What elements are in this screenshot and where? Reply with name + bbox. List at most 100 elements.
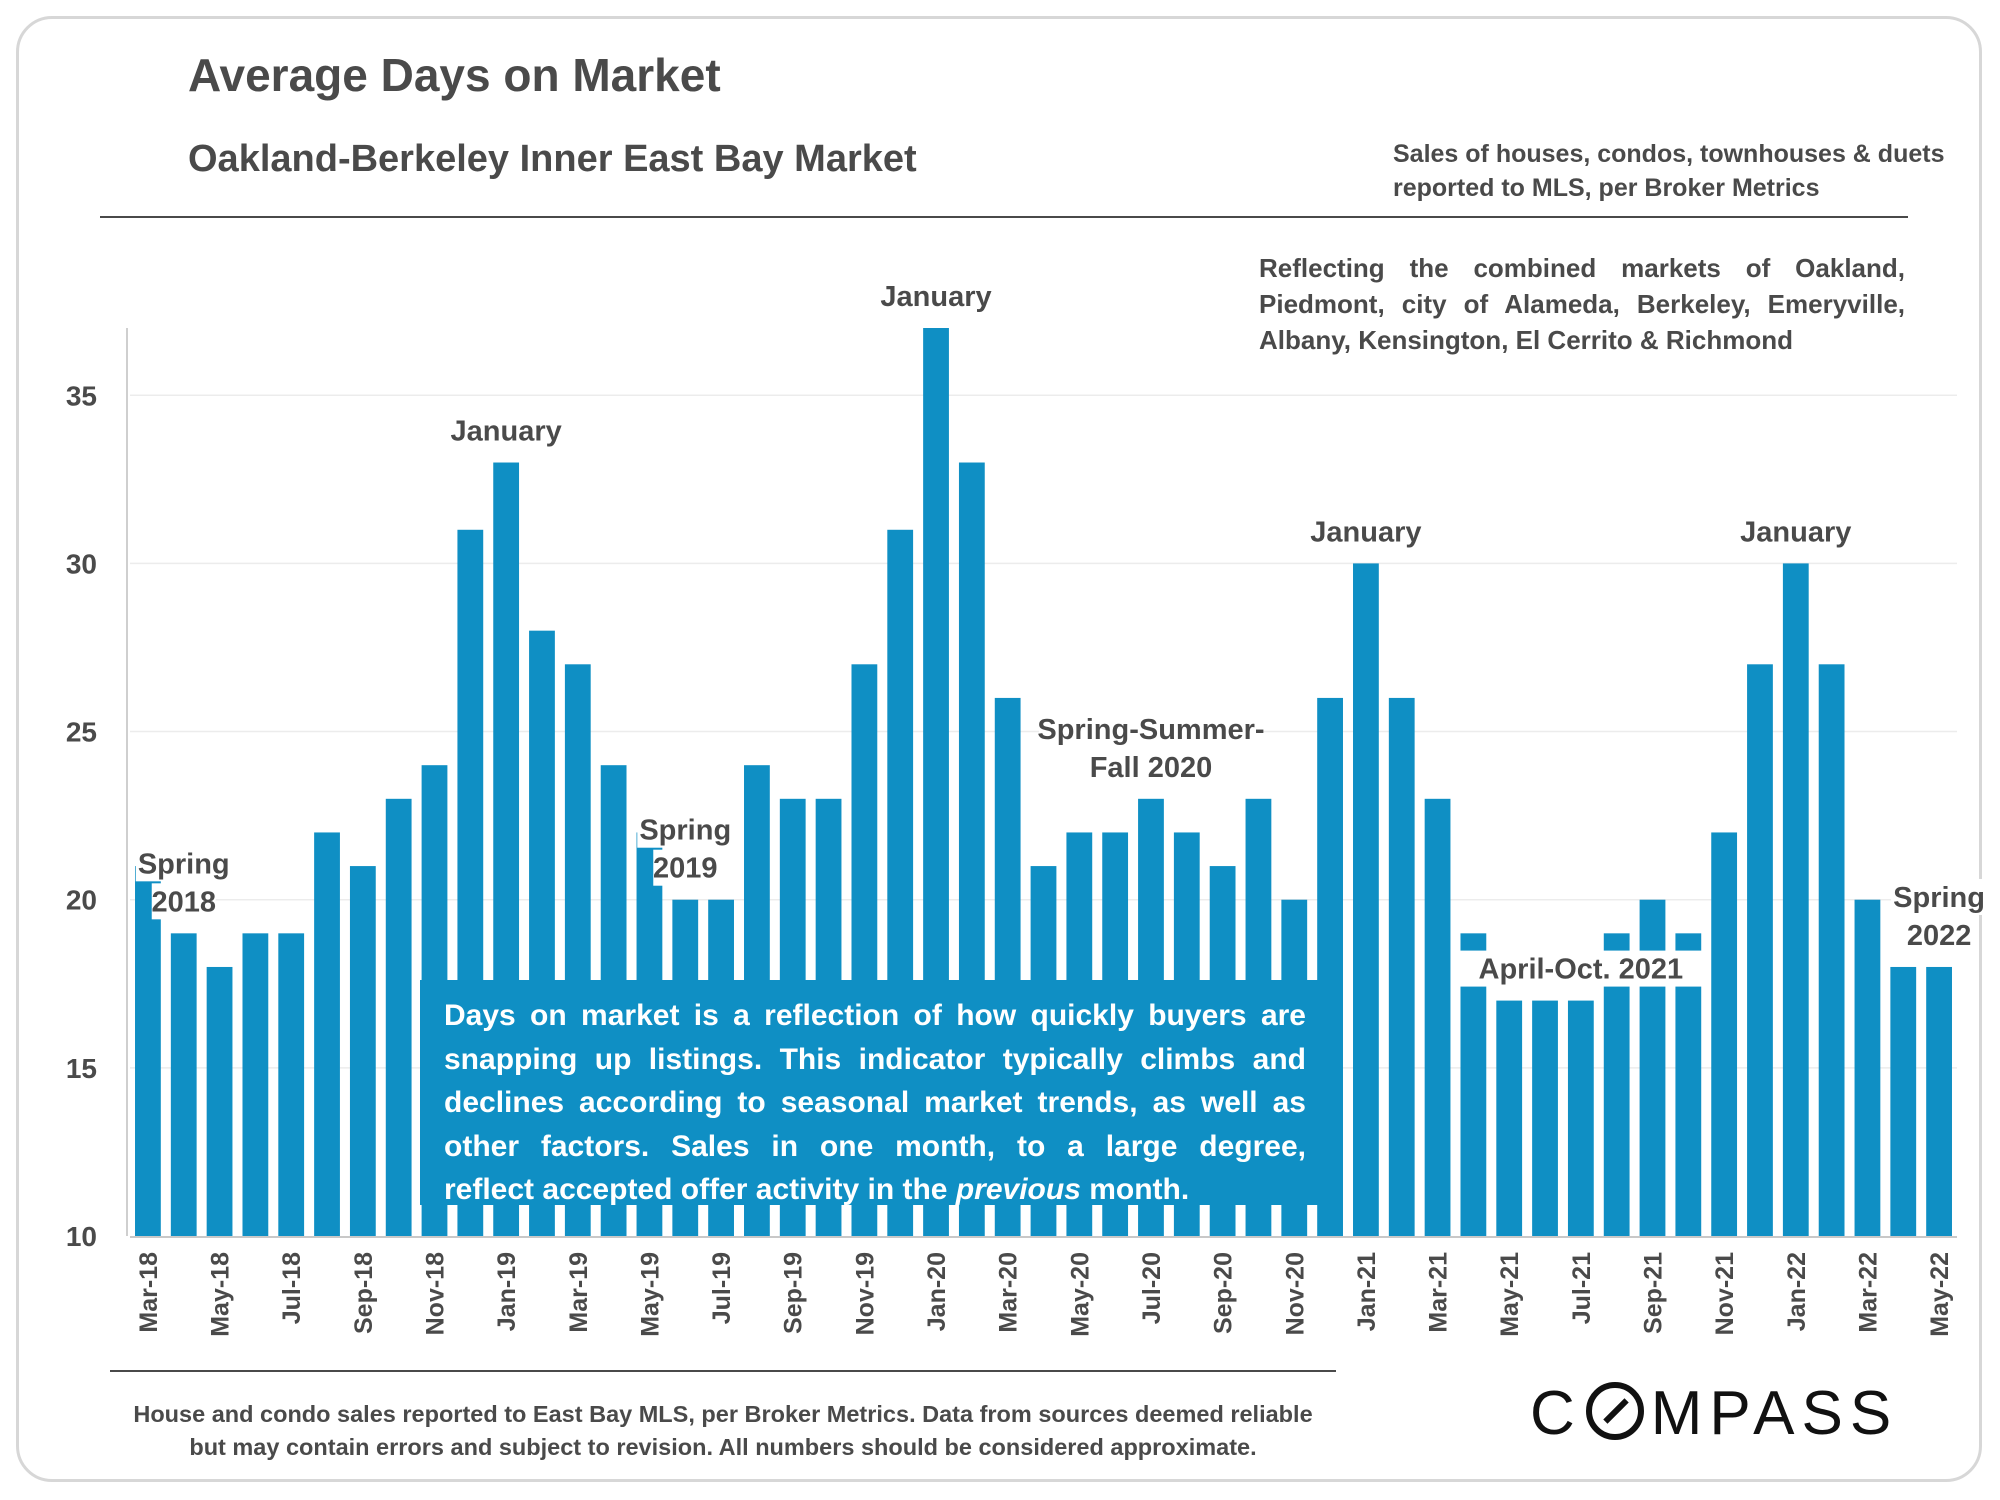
x-tick-label: Nov-20 — [1281, 1252, 1309, 1335]
annotation-label: Fall 2020 — [1090, 752, 1213, 784]
bar — [1782, 563, 1809, 1236]
y-tick-label: 10 — [66, 1221, 97, 1252]
bar — [314, 832, 340, 1236]
x-tick-label: Jan-19 — [493, 1252, 521, 1331]
annotation-label: Spring-Summer- — [1037, 714, 1264, 746]
bar — [349, 866, 376, 1236]
x-tick-label: Mar-20 — [995, 1252, 1023, 1333]
annotation-label-bg — [450, 412, 563, 449]
bar — [1567, 1000, 1594, 1236]
logo-text-start: C — [1530, 1379, 1582, 1448]
bar — [170, 933, 197, 1236]
coverage-note: Reflecting the combined markets of Oakla… — [1259, 253, 1905, 355]
annotation-label: 2019 — [653, 853, 718, 885]
annotation-label: 2018 — [151, 886, 216, 918]
explanation-textbox: Days on market is a reflection of how qu… — [420, 980, 1330, 1206]
y-tick-label: 25 — [66, 717, 97, 748]
x-tick-label: Jul-20 — [1138, 1252, 1166, 1324]
annotation-label-bg — [1907, 916, 1972, 953]
annotation-label-bg — [1078, 748, 1223, 785]
y-tick-label: 30 — [66, 548, 97, 579]
annotation-label: Spring — [1893, 882, 1985, 914]
y-tick-label: 15 — [66, 1053, 97, 1084]
bar — [1711, 832, 1738, 1236]
footer-line-1: House and condo sales reported to East B… — [133, 1401, 1313, 1427]
annotation-label: January — [1740, 516, 1851, 548]
bar — [385, 798, 412, 1236]
bar — [1532, 1000, 1558, 1236]
footer-divider — [110, 1370, 1336, 1372]
annotation-label: January — [451, 416, 562, 448]
x-tick-label: Jan-21 — [1353, 1252, 1381, 1331]
bar — [135, 866, 161, 1236]
annotation-label-bg — [1452, 950, 1709, 987]
explanation-line-4: other factors. Sales in one month, to a … — [444, 1129, 1306, 1163]
header-divider — [100, 216, 1908, 218]
annotation-label-bg — [653, 849, 718, 886]
y-tick-label: 35 — [66, 380, 97, 411]
annotation-label-bg — [151, 883, 216, 920]
bar — [242, 933, 269, 1236]
explanation-line-5: reflect accepted offer activity in the p… — [444, 1168, 1306, 1212]
x-tick-label: Nov-19 — [851, 1252, 879, 1335]
x-tick-label: Mar-18 — [135, 1252, 163, 1333]
bar — [1353, 563, 1379, 1236]
x-tick-label: Mar-19 — [565, 1252, 593, 1333]
x-tick-label: Jan-20 — [923, 1252, 951, 1331]
bar — [1854, 899, 1881, 1236]
logo-text-end: MPASS — [1650, 1379, 1899, 1448]
chart-subtitle: Oakland-Berkeley Inner East Bay Market — [188, 138, 917, 180]
bar — [206, 966, 233, 1236]
bar — [278, 933, 305, 1236]
source-note: Sales of houses, condos, townhouses & du… — [1393, 140, 1945, 202]
x-tick-label: May-18 — [207, 1252, 235, 1337]
annotation-label: Spring — [138, 848, 230, 880]
footer-disclaimer: House and condo sales reported to East B… — [110, 1398, 1336, 1464]
annotation-label-bg — [637, 811, 734, 848]
compass-o-icon — [1585, 1382, 1644, 1440]
x-tick-label: Jul-19 — [708, 1252, 736, 1324]
bar — [1639, 899, 1666, 1236]
explanation-line-5-end: month. — [1080, 1173, 1190, 1206]
annotation-label: January — [1310, 516, 1421, 548]
annotation-label: Spring — [639, 815, 731, 847]
x-tick-label: May-20 — [1066, 1252, 1094, 1337]
x-tick-label: Mar-22 — [1854, 1252, 1882, 1333]
x-tick-label: Sep-21 — [1640, 1252, 1668, 1334]
annotation-label-bg — [1891, 878, 1988, 915]
x-tick-label: Mar-21 — [1425, 1252, 1453, 1333]
x-tick-label: Sep-19 — [780, 1252, 808, 1334]
explanation-line-2: snapping up listings. This indicator typ… — [444, 1042, 1306, 1076]
bar — [1424, 798, 1451, 1236]
bar — [1747, 664, 1773, 1236]
x-tick-label: May-21 — [1496, 1252, 1524, 1337]
compass-logo: C MPASS — [1530, 1378, 1898, 1449]
annotation-label-bg — [1309, 513, 1422, 550]
annotation-label-bg — [1038, 710, 1263, 747]
x-tick-label: Jul-18 — [278, 1252, 306, 1324]
explanation-line-3: declines according to seasonal market tr… — [444, 1086, 1306, 1119]
explanation-line-1: Days on market is a reflection of how qu… — [444, 999, 1306, 1032]
x-tick-label: Sep-18 — [350, 1252, 378, 1334]
explanation-emphasis: previous — [955, 1173, 1081, 1206]
x-tick-label: May-19 — [636, 1252, 664, 1337]
bar — [1818, 664, 1845, 1236]
x-tick-label: Sep-20 — [1210, 1252, 1238, 1334]
x-tick-label: Jul-21 — [1568, 1252, 1596, 1324]
explanation-line-5-start: reflect accepted offer activity in the — [444, 1173, 956, 1206]
x-tick-label: May-22 — [1926, 1252, 1954, 1337]
annotation-label: 2022 — [1907, 920, 1972, 952]
annotation-label: April-Oct. 2021 — [1479, 954, 1684, 986]
y-tick-label: 20 — [66, 885, 97, 916]
bar — [1496, 1000, 1523, 1236]
chart-frame — [16, 16, 1982, 1482]
bar — [1926, 966, 1952, 1236]
annotation-label: January — [880, 281, 991, 313]
x-tick-label: Jan-22 — [1783, 1252, 1811, 1331]
x-tick-label: Nov-18 — [422, 1252, 450, 1335]
annotation-label-bg — [135, 845, 232, 882]
footer-line-2: but may contain errors and subject to re… — [189, 1434, 1257, 1460]
annotation-label-bg — [880, 278, 993, 314]
bar — [1890, 966, 1917, 1236]
